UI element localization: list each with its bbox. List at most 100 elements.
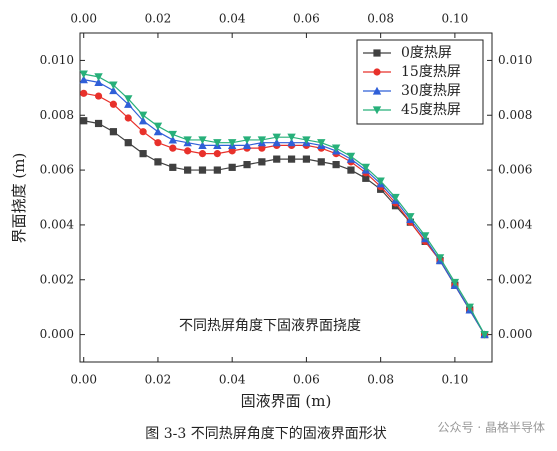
legend-marker xyxy=(373,49,381,57)
data-point xyxy=(406,213,415,221)
data-point xyxy=(153,127,163,136)
data-point xyxy=(80,89,88,97)
data-point xyxy=(139,128,147,136)
data-point xyxy=(331,144,341,153)
data-point xyxy=(213,166,221,174)
series-line xyxy=(83,73,486,335)
data-point xyxy=(347,166,355,174)
y-tick-label-right: 0.004 xyxy=(498,217,533,231)
data-point xyxy=(183,136,192,145)
y-tick-label-right: 0.010 xyxy=(498,53,532,67)
x-tick-label-top: 0.02 xyxy=(145,12,172,26)
data-point xyxy=(198,141,207,150)
data-point xyxy=(198,166,207,174)
data-point xyxy=(153,122,163,131)
y-tick-label: 0.004 xyxy=(40,217,75,231)
data-point xyxy=(138,111,148,120)
x-tick-label: 0.02 xyxy=(145,373,172,387)
data-point xyxy=(302,136,311,145)
data-point xyxy=(361,163,371,172)
annotation: 不同热屏角度下固液界面挠度 xyxy=(179,318,361,334)
x-tick-label-top: 0.06 xyxy=(293,12,320,26)
data-point xyxy=(109,128,118,136)
plot-frame xyxy=(79,32,493,363)
x-axis-label: 固液界面 (m) xyxy=(241,392,332,410)
data-point xyxy=(168,130,177,139)
x-tick-label: 0.06 xyxy=(293,373,320,387)
data-point xyxy=(154,139,162,147)
x-tick-label: 0.04 xyxy=(219,373,246,387)
x-tick-label: 0.10 xyxy=(442,373,469,387)
legend-label: 15度热屏 xyxy=(401,64,461,80)
data-point xyxy=(198,150,207,158)
x-tick-label-top: 0.04 xyxy=(219,12,246,26)
legend-marker xyxy=(373,68,381,76)
data-point xyxy=(435,254,445,263)
x-tick-label-top: 0.00 xyxy=(70,12,97,26)
data-point xyxy=(346,152,356,161)
data-point xyxy=(317,139,326,147)
y-tick-label-right: 0.000 xyxy=(498,327,532,341)
series-line xyxy=(83,92,486,335)
data-point xyxy=(287,138,296,147)
data-point xyxy=(124,114,132,122)
data-point xyxy=(272,138,281,147)
data-point xyxy=(169,144,177,152)
data-point xyxy=(184,166,192,174)
y-axis-label: 界面挠度 (m) xyxy=(10,153,28,244)
y-tick-label-right: 0.008 xyxy=(498,108,532,122)
data-point xyxy=(109,100,118,108)
y-tick-label: 0.010 xyxy=(40,53,74,67)
data-point xyxy=(124,139,132,147)
series-line xyxy=(83,79,486,335)
data-point xyxy=(465,303,474,312)
legend-label: 30度热屏 xyxy=(401,83,461,99)
data-point xyxy=(287,133,296,142)
y-tick-label: 0.008 xyxy=(40,108,74,122)
data-point xyxy=(376,177,385,186)
data-point xyxy=(317,158,325,166)
data-point xyxy=(273,155,281,163)
data-point xyxy=(79,75,88,84)
caption: 图 3-3 不同热屏角度下的固液界面形状 xyxy=(145,426,386,442)
data-point xyxy=(480,330,489,339)
data-point xyxy=(227,139,237,147)
data-point xyxy=(243,161,251,169)
data-point xyxy=(79,70,88,79)
y-tick-label: 0.000 xyxy=(40,327,74,341)
data-point xyxy=(154,158,162,166)
data-point xyxy=(450,278,460,287)
legend-label: 45度热屏 xyxy=(401,102,461,118)
data-point xyxy=(257,136,267,145)
y-tick-label-right: 0.006 xyxy=(498,163,532,177)
data-point xyxy=(272,133,281,142)
data-point xyxy=(94,73,103,82)
x-tick-label: 0.00 xyxy=(70,373,97,387)
data-point xyxy=(109,86,118,95)
data-point xyxy=(258,144,266,152)
data-point xyxy=(420,232,430,241)
data-point xyxy=(242,136,252,145)
data-point xyxy=(80,117,88,125)
data-point xyxy=(169,163,177,171)
data-point xyxy=(302,155,311,163)
data-point xyxy=(124,95,133,103)
watermark: 公众号 · 晶格半导体 xyxy=(438,420,545,435)
data-point xyxy=(94,92,103,100)
legend-marker xyxy=(372,86,382,95)
data-point xyxy=(391,193,400,202)
y-tick-label: 0.006 xyxy=(40,163,74,177)
data-point xyxy=(287,155,296,163)
data-point xyxy=(213,139,222,147)
data-point xyxy=(213,150,221,158)
data-point xyxy=(94,78,103,86)
data-point xyxy=(109,81,118,90)
data-point xyxy=(332,161,340,169)
legend-label: 0度热屏 xyxy=(401,45,452,61)
x-tick-label-top: 0.08 xyxy=(367,12,394,26)
data-point xyxy=(138,116,148,125)
y-tick-label-right: 0.002 xyxy=(498,272,532,286)
data-point xyxy=(228,163,236,171)
legend-marker xyxy=(372,106,382,115)
